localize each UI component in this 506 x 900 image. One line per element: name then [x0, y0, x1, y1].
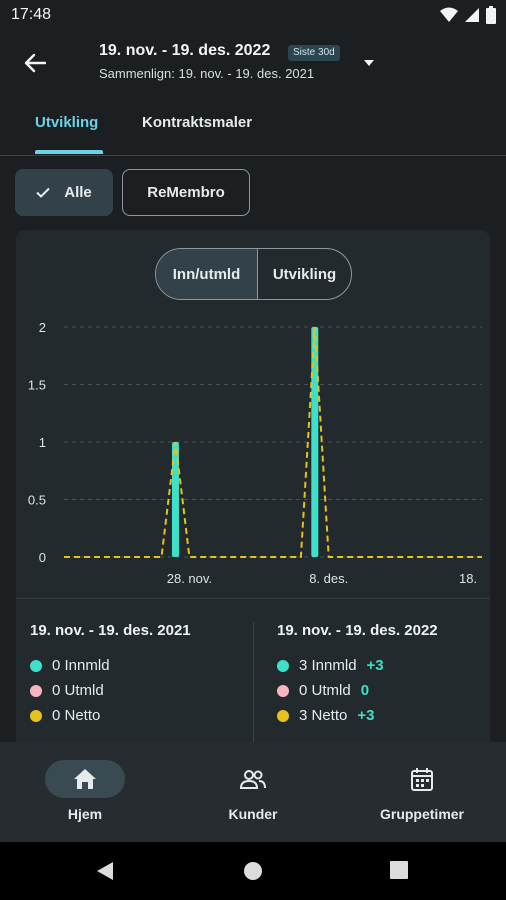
legend-dot-netto — [30, 709, 42, 722]
people-icon — [240, 770, 266, 789]
line-chart: 0 0.5 1 1.5 2 28. nov. 8. des. 18. — [28, 320, 482, 586]
series-line-netto — [64, 326, 482, 558]
tab-utvikling[interactable]: Utvikling — [35, 114, 99, 131]
stat-label: 3 Innmld — [299, 657, 357, 674]
app-bar: 19. nov. - 19. des. 2022 Siste 30d Samme… — [0, 32, 506, 94]
stat-row-netto: 0 Netto — [30, 703, 191, 728]
tab-bar: Utvikling Kontraktsmaler — [0, 100, 506, 156]
date-range-title[interactable]: 19. nov. - 19. des. 2022 — [99, 42, 271, 59]
arrow-left-icon — [24, 53, 46, 73]
status-bar: 17:48 — [0, 0, 506, 32]
system-navigation-bar — [0, 842, 506, 900]
calendar-icon — [411, 768, 433, 791]
y-tick-label: 2 — [39, 320, 46, 335]
period-badge: Siste 30d — [288, 45, 340, 61]
stat-row-innmld: 3 Innmld +3 — [277, 653, 438, 678]
x-tick-label: 18. — [459, 571, 477, 586]
bar-innmld — [311, 327, 319, 557]
tab-kontraktsmaler[interactable]: Kontraktsmaler — [142, 114, 253, 131]
legend-dot-innmld — [30, 659, 42, 672]
date-range-dropdown[interactable] — [358, 52, 380, 74]
home-circle-icon[interactable] — [243, 861, 263, 881]
nav-label: Gruppetimer — [379, 806, 464, 822]
back-triangle-icon[interactable] — [96, 861, 114, 881]
chart-card: Inn/utmld Utvikling 0 0.5 1 1.5 2 28. nov. 8. … — [16, 230, 490, 750]
stat-row-utmld: 0 Utmld 0 — [277, 678, 438, 703]
y-tick-label: 1 — [39, 435, 46, 450]
x-tick-label: 8. des. — [309, 571, 348, 586]
stat-row-netto: 3 Netto +3 — [277, 703, 438, 728]
stat-label: 0 Utmld — [52, 682, 104, 699]
bar-innmld — [171, 442, 179, 557]
recents-square-icon[interactable] — [390, 861, 408, 879]
nav-pill — [45, 760, 125, 798]
legend-dot-innmld — [277, 659, 289, 672]
filter-chip-label: Alle — [64, 184, 92, 201]
legend-dot-netto — [277, 709, 289, 722]
stats-divider — [16, 598, 490, 599]
nav-label: Hjem — [67, 806, 103, 822]
chart-toggle: Inn/utmld Utvikling — [155, 248, 352, 300]
caret-down-icon — [364, 60, 374, 66]
filter-chip-remembro[interactable]: ReMembro — [122, 169, 250, 216]
filter-chip-label: ReMembro — [147, 184, 225, 201]
status-icons — [440, 6, 496, 24]
stat-row-utmld: 0 Utmld — [30, 678, 191, 703]
y-tick-label: 0 — [39, 550, 46, 565]
stat-delta: +3 — [366, 657, 384, 674]
stats-previous-period: 19. nov. - 19. des. 2021 0 Innmld 0 Utml… — [30, 622, 191, 728]
stat-delta: 0 — [360, 682, 370, 699]
stats-previous-title: 19. nov. - 19. des. 2021 — [30, 622, 191, 639]
legend-dot-utmld — [277, 684, 289, 697]
stat-label: 3 Netto — [299, 707, 348, 724]
status-time: 17:48 — [11, 6, 52, 23]
stat-row-innmld: 0 Innmld — [30, 653, 191, 678]
battery-icon — [486, 6, 496, 24]
nav-pill — [382, 760, 462, 798]
x-tick-label: 28. nov. — [167, 571, 212, 586]
stats-current-period: 19. nov. - 19. des. 2022 3 Innmld +3 0 U… — [277, 622, 438, 728]
nav-label: Kunder — [228, 806, 278, 822]
check-icon — [36, 187, 50, 198]
back-button[interactable] — [20, 48, 50, 78]
stats-column-divider — [253, 622, 254, 742]
y-tick-label: 1.5 — [28, 378, 46, 393]
home-icon — [74, 769, 96, 789]
bottom-navigation: Hjem Kunder Gruppetimer — [0, 742, 506, 842]
toggle-utvikling[interactable]: Utvikling — [272, 265, 337, 283]
stats-current-title: 19. nov. - 19. des. 2022 — [277, 622, 438, 639]
nav-gruppetimer[interactable]: Gruppetimer — [352, 760, 492, 822]
wifi-icon — [440, 7, 458, 22]
stat-label: 0 Netto — [52, 707, 101, 724]
legend-dot-utmld — [30, 684, 42, 697]
stat-delta: +3 — [357, 707, 375, 724]
compare-range-text[interactable]: Sammenlign: 19. nov. - 19. des. 2021 — [99, 66, 315, 81]
toggle-inn-utmld[interactable]: Inn/utmld — [156, 249, 258, 299]
signal-icon — [465, 8, 479, 22]
stat-label: 0 Innmld — [52, 657, 110, 674]
nav-pill — [213, 760, 293, 798]
stat-label: 0 Utmld — [299, 682, 351, 699]
y-tick-label: 0.5 — [28, 493, 46, 508]
filter-chip-alle[interactable]: Alle — [15, 169, 113, 216]
nav-kunder[interactable]: Kunder — [183, 760, 323, 822]
tab-indicator — [35, 150, 103, 154]
nav-hjem[interactable]: Hjem — [15, 760, 155, 822]
